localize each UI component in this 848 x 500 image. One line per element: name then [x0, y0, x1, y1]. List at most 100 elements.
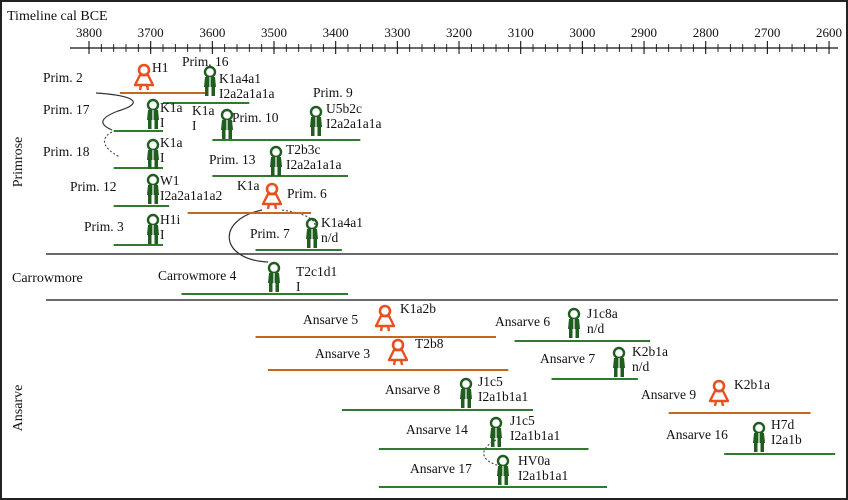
- male-icon: [612, 346, 626, 377]
- mtdna-haplogroup: K1a4a1: [219, 71, 261, 86]
- axis-tick-label: 3600: [199, 25, 225, 40]
- y-haplogroup: n/d: [321, 230, 339, 245]
- mtdna-haplogroup: K1a: [160, 135, 183, 150]
- y-haplogroup: n/d: [587, 321, 605, 336]
- female-icon: [261, 182, 283, 210]
- individual-name: Prim. 13: [209, 152, 256, 167]
- axis-tick-label: 3300: [384, 25, 410, 40]
- axis-tick-label: 2900: [631, 25, 657, 40]
- y-haplogroup: I: [296, 279, 301, 294]
- individual-name: Ansarve 3: [315, 346, 370, 361]
- male-icon: [146, 138, 160, 169]
- individual-name: Prim. 16: [182, 54, 229, 69]
- timeline-axis: 3800 3700 3600 3500 3400 3300 3200 3100 3000 2900…: [70, 25, 842, 54]
- mtdna-haplogroup: T2b8: [415, 336, 444, 351]
- y-haplogroup: I: [160, 227, 165, 242]
- male-icon: [305, 217, 319, 248]
- mtdna-haplogroup: K1a: [237, 178, 260, 193]
- axis-tick-label: 2700: [754, 25, 780, 40]
- y-haplogroup: I2a1b1a1: [478, 389, 528, 404]
- y-haplogroup: n/d: [632, 359, 650, 374]
- male-icon: [752, 421, 766, 452]
- y-haplogroup: I2a1b: [771, 432, 802, 447]
- individual-ansarve5: Ansarve 5 K1a2b: [303, 301, 436, 332]
- y-haplogroup: I2a2a1a1a: [326, 116, 381, 131]
- mtdna-haplogroup: W1: [160, 173, 180, 188]
- individuals: Prim. 2H1 Prim. 16 K1a4a1 I2a2a1a1a Prim. 17…: [43, 54, 802, 485]
- y-haplogroup: I2a2a1a1a: [286, 157, 341, 172]
- male-icon: [496, 454, 510, 485]
- axis-tick-label: 3100: [508, 25, 534, 40]
- group-label-primrose: Primrose: [11, 137, 26, 188]
- male-icon: [146, 173, 160, 204]
- y-haplogroup: I: [160, 115, 165, 130]
- individual-name: Ansarve 6: [495, 314, 550, 329]
- individual-name: Ansarve 14: [406, 422, 468, 437]
- individual-name: Ansarve 7: [540, 351, 595, 366]
- individual-name: Prim. 3: [84, 219, 124, 234]
- mtdna-haplogroup: J1c5: [510, 413, 535, 428]
- kinship-link: [103, 131, 121, 158]
- mtdna-haplogroup: K1a4a1: [321, 215, 363, 230]
- individual-name: Prim. 6: [287, 186, 327, 201]
- y-haplogroup: I: [160, 150, 165, 165]
- mtdna-haplogroup: HV0a: [518, 453, 550, 468]
- kinship-link: [228, 209, 269, 263]
- individual-ansarve3: Ansarve 3 T2b8: [315, 336, 444, 366]
- mtdna-haplogroup: K1a: [160, 100, 183, 115]
- male-icon: [459, 377, 473, 408]
- individual-name: Ansarve 17: [410, 461, 472, 476]
- y-haplogroup: I: [192, 118, 197, 133]
- axis-tick-label: 3200: [446, 25, 472, 40]
- mtdna-haplogroup: H1i: [160, 212, 180, 227]
- group-label-carrowmore: Carrowmore: [12, 271, 83, 286]
- y-haplogroup: I2a1b1a1: [518, 468, 568, 483]
- male-icon: [567, 307, 581, 338]
- male-icon: [489, 416, 503, 447]
- male-icon: [267, 261, 281, 292]
- male-icon: [146, 213, 160, 244]
- individual-name: Ansarve 9: [641, 387, 696, 402]
- female-icon: [374, 304, 396, 332]
- axis-tick-label: 3700: [138, 25, 164, 40]
- individual-name: Prim. 10: [232, 110, 279, 125]
- timeline-title: Timeline cal BCE: [7, 9, 108, 24]
- y-haplogroup: I2a1b1a1: [510, 428, 560, 443]
- individual-prim2: Prim. 2 H1: [43, 60, 169, 91]
- male-icon: [269, 145, 283, 176]
- individual-name: Prim. 17: [43, 102, 90, 117]
- female-icon: [708, 379, 730, 407]
- mtdna-haplogroup: U5b2c: [326, 101, 362, 116]
- individual-prim6: Prim. 6 K1a: [237, 178, 327, 210]
- mtdna-haplogroup: T2b3c: [286, 142, 321, 157]
- kinship-link: [95, 92, 134, 131]
- individual-ansarve9: Ansarve 9 K2b1a: [641, 377, 770, 407]
- mtdna-haplogroup: K2b1a: [734, 377, 770, 392]
- group-sections: Primrose Carrowmore Ansarve: [11, 137, 838, 432]
- group-label-ansarve: Ansarve: [11, 385, 26, 432]
- individual-name: Ansarve 16: [666, 427, 728, 442]
- axis-tick-label: 2600: [816, 25, 842, 40]
- individual-name: Ansarve 5: [303, 312, 358, 327]
- axis-tick-label: 3400: [323, 25, 349, 40]
- male-icon: [220, 108, 234, 139]
- individual-name: Prim. 9: [313, 85, 353, 100]
- individual-name: Prim. 18: [43, 144, 90, 159]
- individual-name: Carrowmore 4: [158, 268, 237, 283]
- date-ranges: [113, 92, 836, 488]
- axis-tick-label: 3500: [261, 25, 287, 40]
